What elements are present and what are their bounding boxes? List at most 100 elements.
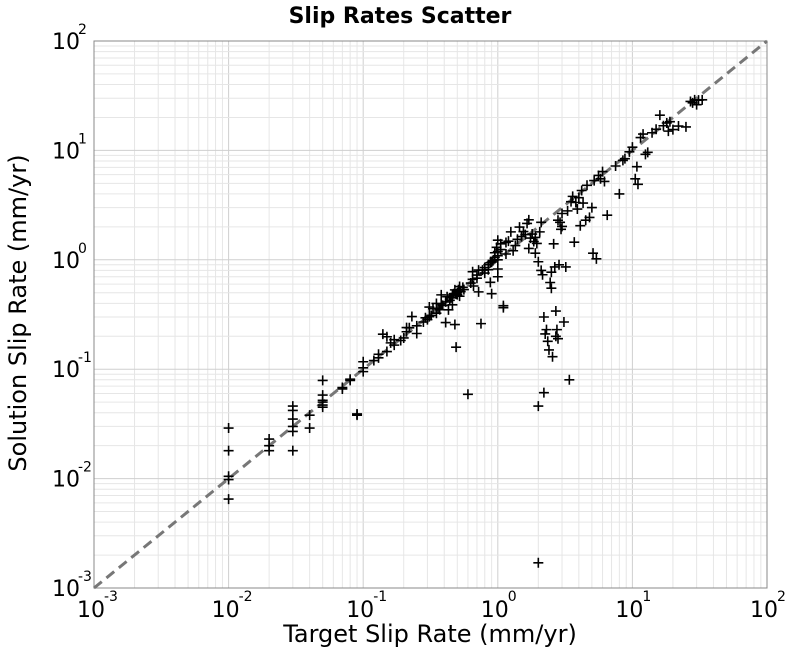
data-point <box>454 291 465 302</box>
data-point <box>588 248 599 259</box>
data-point <box>550 331 561 342</box>
data-point <box>462 389 473 400</box>
x-tick-label: 10 <box>750 598 778 623</box>
data-point <box>287 426 298 437</box>
data-point <box>534 226 545 237</box>
data-point <box>352 408 363 419</box>
data-point <box>619 153 630 164</box>
data-point <box>287 445 298 456</box>
data-point <box>550 306 561 317</box>
data-point <box>223 423 234 434</box>
data-point <box>558 317 569 328</box>
y-tick-label: 10 <box>52 468 80 493</box>
data-point <box>557 208 568 219</box>
data-point <box>545 277 556 288</box>
data-point <box>547 351 558 362</box>
y-tick-label: 10 <box>52 30 80 55</box>
data-point <box>223 474 234 485</box>
x-tick-label: 10 <box>481 598 509 623</box>
data-point <box>576 185 587 196</box>
data-point <box>411 328 422 339</box>
data-point <box>584 212 595 223</box>
data-point <box>485 277 496 288</box>
data-point <box>654 110 665 121</box>
x-tick-label: 10 <box>212 598 240 623</box>
y-axis-label: Solution Slip Rate (mm/yr) <box>4 154 32 471</box>
y-tick-exponent: 2 <box>78 22 87 38</box>
x-tick-label: 10 <box>615 598 643 623</box>
plot-frame <box>93 40 768 589</box>
x-tick-exponent: 0 <box>508 589 517 605</box>
data-point <box>614 188 625 199</box>
data-point <box>381 331 392 342</box>
data-point <box>536 265 547 276</box>
data-point <box>508 245 519 256</box>
data-point <box>451 342 462 353</box>
chart-title: Slip Rates Scatter <box>289 4 512 29</box>
data-point <box>317 375 328 386</box>
data-point <box>530 232 541 243</box>
data-point <box>443 304 454 315</box>
data-points <box>223 94 708 568</box>
y-tick-exponent: 1 <box>78 131 87 147</box>
data-point <box>533 401 544 412</box>
data-point <box>554 259 565 270</box>
data-point <box>663 126 674 137</box>
data-point <box>632 179 643 190</box>
data-point <box>548 238 559 249</box>
data-point <box>536 217 547 228</box>
data-point <box>500 248 511 259</box>
data-point <box>531 238 542 249</box>
data-point <box>642 147 653 158</box>
data-point <box>381 346 392 357</box>
data-point <box>436 289 447 300</box>
data-point <box>426 310 437 321</box>
data-point <box>523 214 534 225</box>
data-point <box>578 198 589 209</box>
data-point <box>549 261 560 272</box>
x-axis-label: Target Slip Rate (mm/yr) <box>282 620 577 648</box>
data-point <box>542 336 553 347</box>
data-point <box>492 271 503 282</box>
data-point <box>562 205 573 216</box>
data-point <box>406 311 417 322</box>
data-point <box>541 324 552 335</box>
x-tick-exponent: -2 <box>239 589 253 605</box>
x-tick-exponent: 1 <box>642 589 651 605</box>
data-point <box>573 192 584 203</box>
data-point <box>540 328 551 339</box>
data-point <box>599 176 610 187</box>
y-tick-exponent: -1 <box>78 350 92 366</box>
data-point <box>436 298 447 309</box>
data-point <box>597 166 608 177</box>
data-point <box>586 202 597 213</box>
y-tick-exponent: -2 <box>78 460 92 476</box>
data-point <box>538 312 549 323</box>
data-point <box>473 286 484 297</box>
data-point <box>304 423 315 434</box>
data-point <box>552 215 563 226</box>
data-point <box>404 322 415 333</box>
data-point <box>691 99 702 110</box>
data-point <box>591 253 602 264</box>
data-point <box>424 311 435 322</box>
data-point <box>685 96 696 107</box>
data-point <box>566 196 577 207</box>
data-point <box>546 283 557 294</box>
data-point <box>337 382 348 393</box>
data-point <box>533 557 544 568</box>
data-point <box>471 270 482 281</box>
data-point <box>500 237 511 248</box>
data-point <box>651 124 662 135</box>
y-tick-label: 10 <box>52 577 80 602</box>
y-tick-label: 10 <box>52 358 80 383</box>
data-point <box>530 248 541 259</box>
data-point <box>523 243 534 254</box>
data-point <box>572 204 583 215</box>
data-point <box>631 161 642 172</box>
data-point <box>567 191 578 202</box>
x-tick-exponent: 2 <box>777 589 786 605</box>
